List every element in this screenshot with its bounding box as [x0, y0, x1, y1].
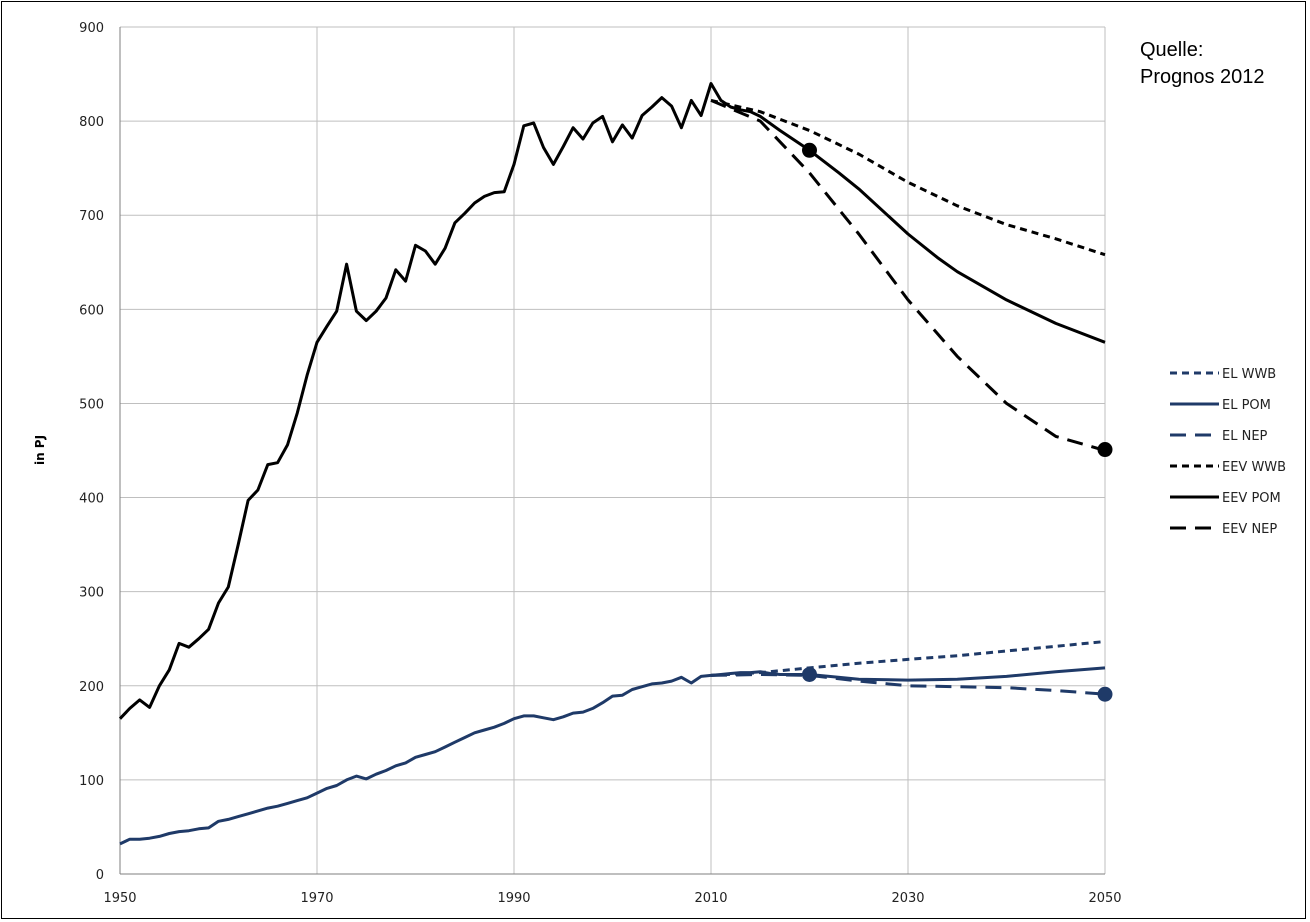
marker-eev-pom — [802, 142, 817, 158]
series-line-el-pom — [119, 666, 1106, 846]
axes — [119, 27, 1105, 875]
source-line: Quelle: — [1140, 39, 1203, 61]
x-tick-label: 2030 — [891, 891, 924, 906]
legend-label: EL NEP — [1222, 429, 1268, 444]
y-tick-label: 400 — [79, 492, 104, 507]
x-tick-label: 2010 — [694, 891, 727, 906]
tick-labels: 0 100 200 300 400 500 600 700 800 900 1950 1970 1990… — [79, 21, 1121, 906]
markers — [802, 142, 1113, 702]
y-tick-label: 0 — [96, 868, 104, 883]
x-tick-label: 1970 — [300, 891, 333, 906]
marker-eev-nep — [1097, 442, 1113, 458]
series-line-eev-nep — [710, 99, 1106, 452]
y-tick-label: 700 — [79, 209, 104, 224]
x-tick-label: 2050 — [1088, 891, 1121, 906]
legend-label: EEV WWB — [1222, 460, 1286, 475]
source-line: Prognos 2012 — [1140, 66, 1265, 88]
legend-item-el-pom: EL POM — [1170, 398, 1271, 413]
y-tick-label: 600 — [79, 303, 104, 318]
legend-label: EL WWB — [1222, 367, 1276, 382]
y-tick-label: 300 — [79, 586, 104, 601]
x-tick-label: 1950 — [103, 891, 136, 906]
legend-item-eev-wwb: EEV WWB — [1170, 460, 1286, 475]
legend-item-eev-nep: EEV NEP — [1170, 522, 1277, 537]
marker-el-pom — [802, 666, 817, 682]
series-line-el-wwb — [710, 640, 1106, 677]
series-lines — [118, 82, 1106, 846]
series-line-el-nep — [710, 673, 1106, 696]
marker-el-nep — [1097, 686, 1113, 702]
y-tick-label: 200 — [79, 680, 104, 695]
y-axis-label: in PJ — [33, 435, 47, 465]
y-tick-label: 800 — [79, 115, 104, 130]
source-note: Quelle: Prognos 2012 — [1140, 39, 1265, 88]
y-tick-label: 500 — [79, 397, 104, 412]
y-tick-label: 900 — [79, 21, 104, 36]
gridlines — [119, 26, 1106, 875]
legend-item-eev-pom: EEV POM — [1170, 491, 1281, 506]
legend-label: EEV NEP — [1222, 522, 1277, 537]
legend-item-el-nep: EL NEP — [1170, 429, 1268, 444]
legend-label: EL POM — [1222, 398, 1271, 413]
legend-item-el-wwb: EL WWB — [1170, 367, 1276, 382]
x-tick-label: 1990 — [497, 891, 530, 906]
legend: EL WWB EL POM EL NEP EEV WWB EEV POM EEV NEP — [1170, 367, 1286, 537]
series-line-eev-pom — [118, 82, 1106, 720]
y-tick-label: 100 — [79, 774, 104, 789]
legend-label: EEV POM — [1222, 491, 1281, 506]
